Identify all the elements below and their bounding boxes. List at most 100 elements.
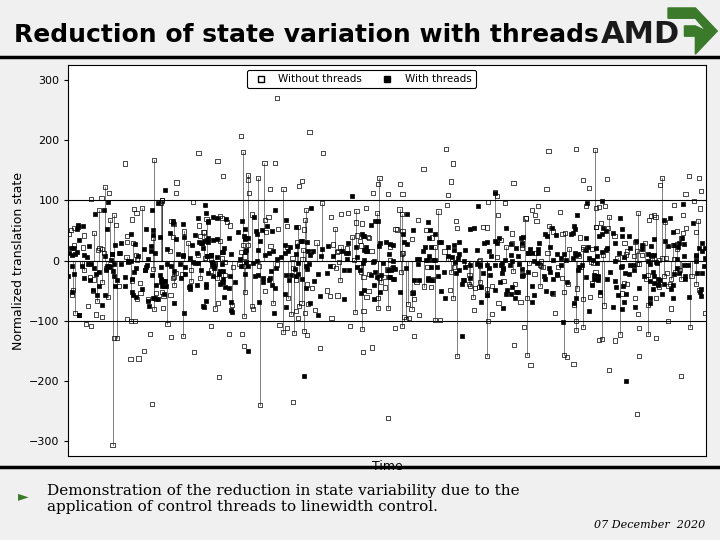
With threads (250, 226, 261, 235)
Without threads (601, 174, 613, 183)
Legend: Without threads, With threads: Without threads, With threads (247, 70, 476, 89)
With threads (177, 252, 189, 261)
With threads (652, 280, 664, 288)
Without threads (293, 182, 305, 191)
Without threads (101, 264, 112, 273)
Without threads (166, 333, 177, 341)
With threads (269, 284, 281, 293)
Without threads (120, 159, 131, 168)
With threads (500, 223, 512, 232)
Without threads (397, 227, 408, 235)
With threads (84, 275, 96, 284)
Without threads (126, 276, 138, 285)
With threads (551, 269, 562, 278)
With threads (678, 261, 690, 269)
With threads (295, 237, 307, 245)
Without threads (198, 228, 210, 237)
Without threads (296, 299, 307, 307)
With threads (73, 236, 84, 245)
With threads (590, 244, 602, 252)
With threads (624, 269, 635, 278)
Without threads (165, 217, 176, 225)
Without threads (78, 265, 89, 274)
Without threads (299, 309, 310, 318)
With threads (600, 227, 612, 235)
With threads (350, 243, 361, 252)
With threads (81, 253, 93, 261)
With threads (629, 265, 640, 274)
Without threads (590, 222, 602, 231)
With threads (114, 260, 126, 268)
With threads (551, 249, 562, 258)
Without threads (185, 266, 197, 274)
With threads (73, 310, 85, 319)
Without threads (331, 247, 343, 256)
Without threads (206, 256, 217, 265)
Without threads (491, 253, 503, 261)
With threads (161, 245, 173, 253)
With threads (321, 269, 333, 278)
Without threads (615, 330, 626, 339)
Without threads (217, 171, 228, 180)
Without threads (449, 263, 460, 272)
With threads (189, 259, 201, 268)
Without threads (699, 308, 711, 317)
Without threads (150, 295, 162, 303)
With threads (341, 249, 352, 258)
Without threads (612, 253, 624, 262)
With threads (532, 245, 544, 253)
Without threads (281, 324, 292, 333)
With threads (596, 230, 608, 238)
Without threads (88, 287, 99, 295)
Without threads (309, 306, 320, 314)
Without threads (684, 323, 696, 332)
Without threads (675, 372, 687, 380)
With threads (426, 243, 437, 252)
With threads (212, 252, 223, 261)
With threads (673, 239, 685, 248)
Without threads (84, 272, 96, 281)
With threads (257, 278, 269, 286)
Without threads (653, 282, 665, 291)
Without threads (406, 305, 418, 313)
With threads (464, 274, 475, 282)
With threads (539, 272, 550, 281)
With threads (698, 262, 709, 271)
With threads (398, 238, 410, 246)
Text: Demonstration of the reduction in state variability due to the: Demonstration of the reduction in state … (47, 484, 519, 498)
Without threads (297, 254, 308, 263)
With threads (359, 286, 370, 295)
Without threads (473, 257, 485, 266)
Without threads (297, 246, 309, 254)
Without threads (239, 252, 251, 261)
Without threads (96, 193, 107, 202)
Without threads (112, 333, 123, 342)
With threads (208, 263, 220, 272)
Without threads (667, 240, 678, 249)
With threads (351, 262, 363, 271)
With threads (176, 274, 187, 282)
Without threads (259, 216, 271, 225)
Without threads (583, 184, 595, 192)
With threads (505, 289, 517, 298)
With threads (202, 217, 214, 226)
Without threads (444, 286, 455, 294)
With threads (147, 231, 158, 240)
Without threads (445, 177, 456, 186)
With threads (207, 258, 218, 266)
Without threads (225, 221, 236, 230)
Without threads (130, 316, 141, 325)
With threads (279, 290, 290, 299)
With threads (371, 273, 382, 282)
With threads (608, 303, 619, 312)
With threads (528, 291, 539, 299)
With threads (199, 200, 211, 209)
With threads (281, 215, 292, 224)
Without threads (76, 259, 88, 268)
With threads (624, 244, 636, 252)
Without threads (675, 234, 686, 242)
With threads (446, 253, 458, 261)
Text: 07 December  2020: 07 December 2020 (594, 520, 706, 530)
Without threads (374, 273, 385, 282)
With threads (464, 261, 476, 269)
